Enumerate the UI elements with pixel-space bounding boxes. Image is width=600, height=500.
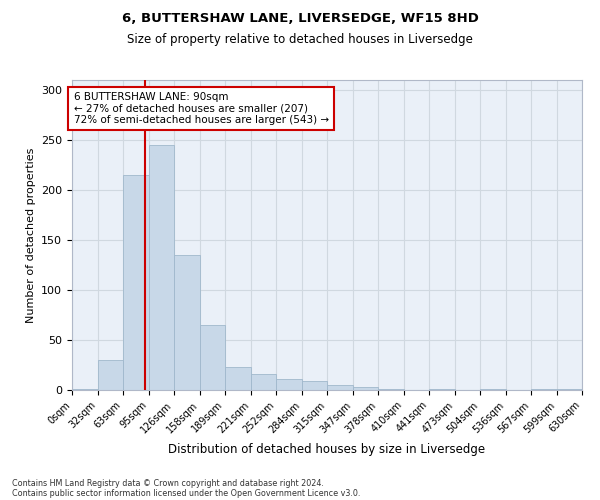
Bar (429, 389, 455, 390)
Bar (378, 389, 404, 390)
Bar (149, 145, 174, 390)
Bar (72, 389, 98, 390)
Bar (251, 374, 276, 390)
Bar (327, 385, 353, 390)
Bar (480, 389, 506, 390)
Bar (123, 175, 149, 390)
Bar (531, 389, 557, 390)
Bar (225, 367, 251, 390)
X-axis label: Distribution of detached houses by size in Liversedge: Distribution of detached houses by size … (169, 443, 485, 456)
Bar (276, 379, 302, 390)
Y-axis label: Number of detached properties: Number of detached properties (26, 148, 35, 322)
Text: Contains HM Land Registry data © Crown copyright and database right 2024.: Contains HM Land Registry data © Crown c… (12, 478, 324, 488)
Text: Contains public sector information licensed under the Open Government Licence v3: Contains public sector information licen… (12, 488, 361, 498)
Bar (174, 255, 200, 390)
Bar (353, 387, 378, 390)
Bar (200, 325, 225, 390)
Text: 6, BUTTERSHAW LANE, LIVERSEDGE, WF15 8HD: 6, BUTTERSHAW LANE, LIVERSEDGE, WF15 8HD (122, 12, 478, 26)
Bar (302, 381, 327, 390)
Bar (557, 389, 582, 390)
Text: 6 BUTTERSHAW LANE: 90sqm
← 27% of detached houses are smaller (207)
72% of semi-: 6 BUTTERSHAW LANE: 90sqm ← 27% of detach… (74, 92, 329, 125)
Bar (98, 360, 123, 390)
Text: Size of property relative to detached houses in Liversedge: Size of property relative to detached ho… (127, 32, 473, 46)
